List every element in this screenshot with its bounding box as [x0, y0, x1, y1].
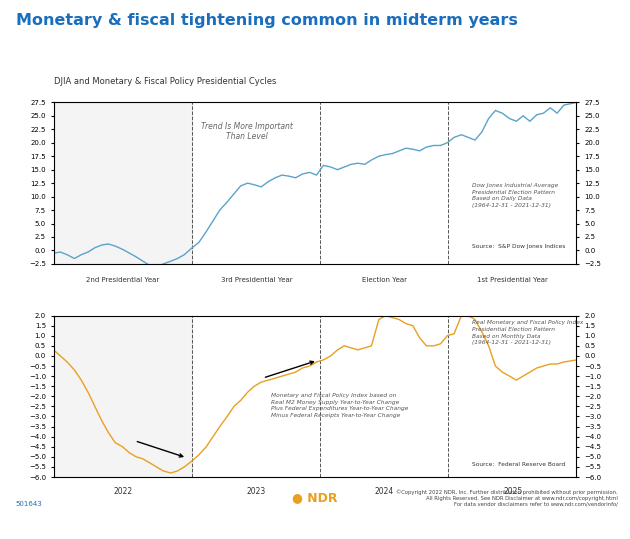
Text: 2025: 2025 — [503, 487, 522, 496]
Bar — [54, 315, 192, 477]
Text: Real Monetary and Fiscal Policy Index
Presidential Election Pattern
Based on Mon: Real Monetary and Fiscal Policy Index Pr… — [472, 320, 583, 345]
Text: DJIA and Monetary & Fiscal Policy Presidential Cycles: DJIA and Monetary & Fiscal Policy Presid… — [54, 77, 276, 86]
Text: 2024: 2024 — [375, 487, 394, 496]
Text: Election Year: Election Year — [362, 277, 407, 283]
Text: Source:  S&P Dow Jones Indices: Source: S&P Dow Jones Indices — [472, 244, 565, 250]
Text: 501643: 501643 — [16, 501, 42, 507]
Text: Monetary and Fiscal Policy Index based on
Real M2 Money Supply Year-to-Year Chan: Monetary and Fiscal Policy Index based o… — [270, 393, 408, 418]
Text: ©Copyright 2022 NDR, Inc. Further distribution prohibited without prior permissi: ©Copyright 2022 NDR, Inc. Further distri… — [396, 489, 617, 507]
Text: Dow Jones Industrial Average
Presidential Election Pattern
Based on Daily Data
(: Dow Jones Industrial Average Presidentia… — [472, 183, 558, 208]
Bar — [54, 102, 192, 264]
Text: Trend Is More Important
Than Level: Trend Is More Important Than Level — [201, 122, 293, 141]
Text: ● NDR: ● NDR — [292, 491, 338, 504]
Text: Monetary & fiscal tightening common in midterm years: Monetary & fiscal tightening common in m… — [16, 13, 518, 29]
Text: 3rd Presidential Year: 3rd Presidential Year — [220, 277, 292, 283]
Text: 2nd Presidential Year: 2nd Presidential Year — [86, 277, 160, 283]
Text: 1st Presidential Year: 1st Presidential Year — [477, 277, 548, 283]
Text: 2023: 2023 — [247, 487, 266, 496]
Text: 2022: 2022 — [113, 487, 133, 496]
Text: Source:  Federal Reserve Board: Source: Federal Reserve Board — [472, 462, 565, 467]
